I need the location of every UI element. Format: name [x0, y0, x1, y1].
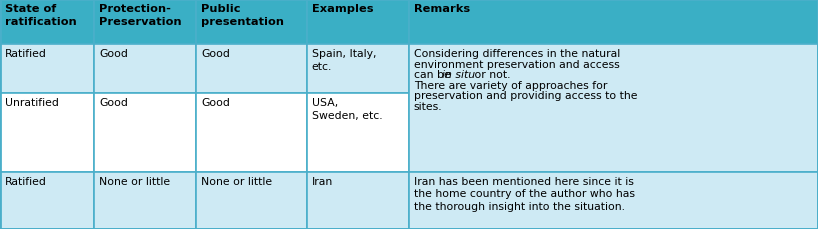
Text: Iran: Iran — [312, 176, 333, 186]
Text: Unratified: Unratified — [5, 98, 59, 108]
Bar — [94, 45, 196, 94]
Text: None or little: None or little — [201, 176, 272, 186]
Text: can be: can be — [414, 70, 454, 80]
Bar — [94, 94, 196, 172]
Bar — [409, 45, 818, 172]
Text: Remarks: Remarks — [414, 4, 470, 14]
Bar — [307, 94, 409, 172]
Text: preservation and providing access to the: preservation and providing access to the — [414, 91, 637, 101]
Bar — [307, 45, 409, 94]
Text: Good: Good — [99, 98, 128, 108]
Text: Ratified: Ratified — [5, 176, 47, 186]
Bar — [409, 172, 818, 229]
Bar — [0, 0, 94, 45]
Text: in situ: in situ — [443, 70, 475, 80]
Bar — [196, 94, 307, 172]
Text: Ratified: Ratified — [5, 49, 47, 59]
Text: Protection-
Preservation: Protection- Preservation — [99, 4, 182, 27]
Text: sites.: sites. — [414, 101, 443, 111]
Text: There are variety of approaches for: There are variety of approaches for — [414, 80, 607, 90]
Text: Considering differences in the natural: Considering differences in the natural — [414, 49, 620, 59]
Bar — [0, 45, 94, 94]
Text: environment preservation and access: environment preservation and access — [414, 59, 620, 69]
Bar — [307, 172, 409, 229]
Bar — [196, 0, 307, 45]
Text: USA,
Sweden, etc.: USA, Sweden, etc. — [312, 98, 382, 121]
Bar — [0, 94, 94, 172]
Bar — [0, 172, 94, 229]
Bar — [94, 0, 196, 45]
Bar — [196, 172, 307, 229]
Text: Examples: Examples — [312, 4, 373, 14]
Text: Spain, Italy,
etc.: Spain, Italy, etc. — [312, 49, 376, 71]
Bar — [196, 45, 307, 94]
Text: Iran has been mentioned here since it is
the home country of the author who has
: Iran has been mentioned here since it is… — [414, 176, 635, 211]
Text: Good: Good — [99, 49, 128, 59]
Bar — [94, 172, 196, 229]
Text: or not.: or not. — [470, 70, 510, 80]
Text: None or little: None or little — [99, 176, 170, 186]
Text: State of
ratification: State of ratification — [5, 4, 77, 27]
Text: Good: Good — [201, 98, 230, 108]
Bar — [409, 0, 818, 45]
Bar — [307, 0, 409, 45]
Text: Public
presentation: Public presentation — [201, 4, 284, 27]
Text: Good: Good — [201, 49, 230, 59]
